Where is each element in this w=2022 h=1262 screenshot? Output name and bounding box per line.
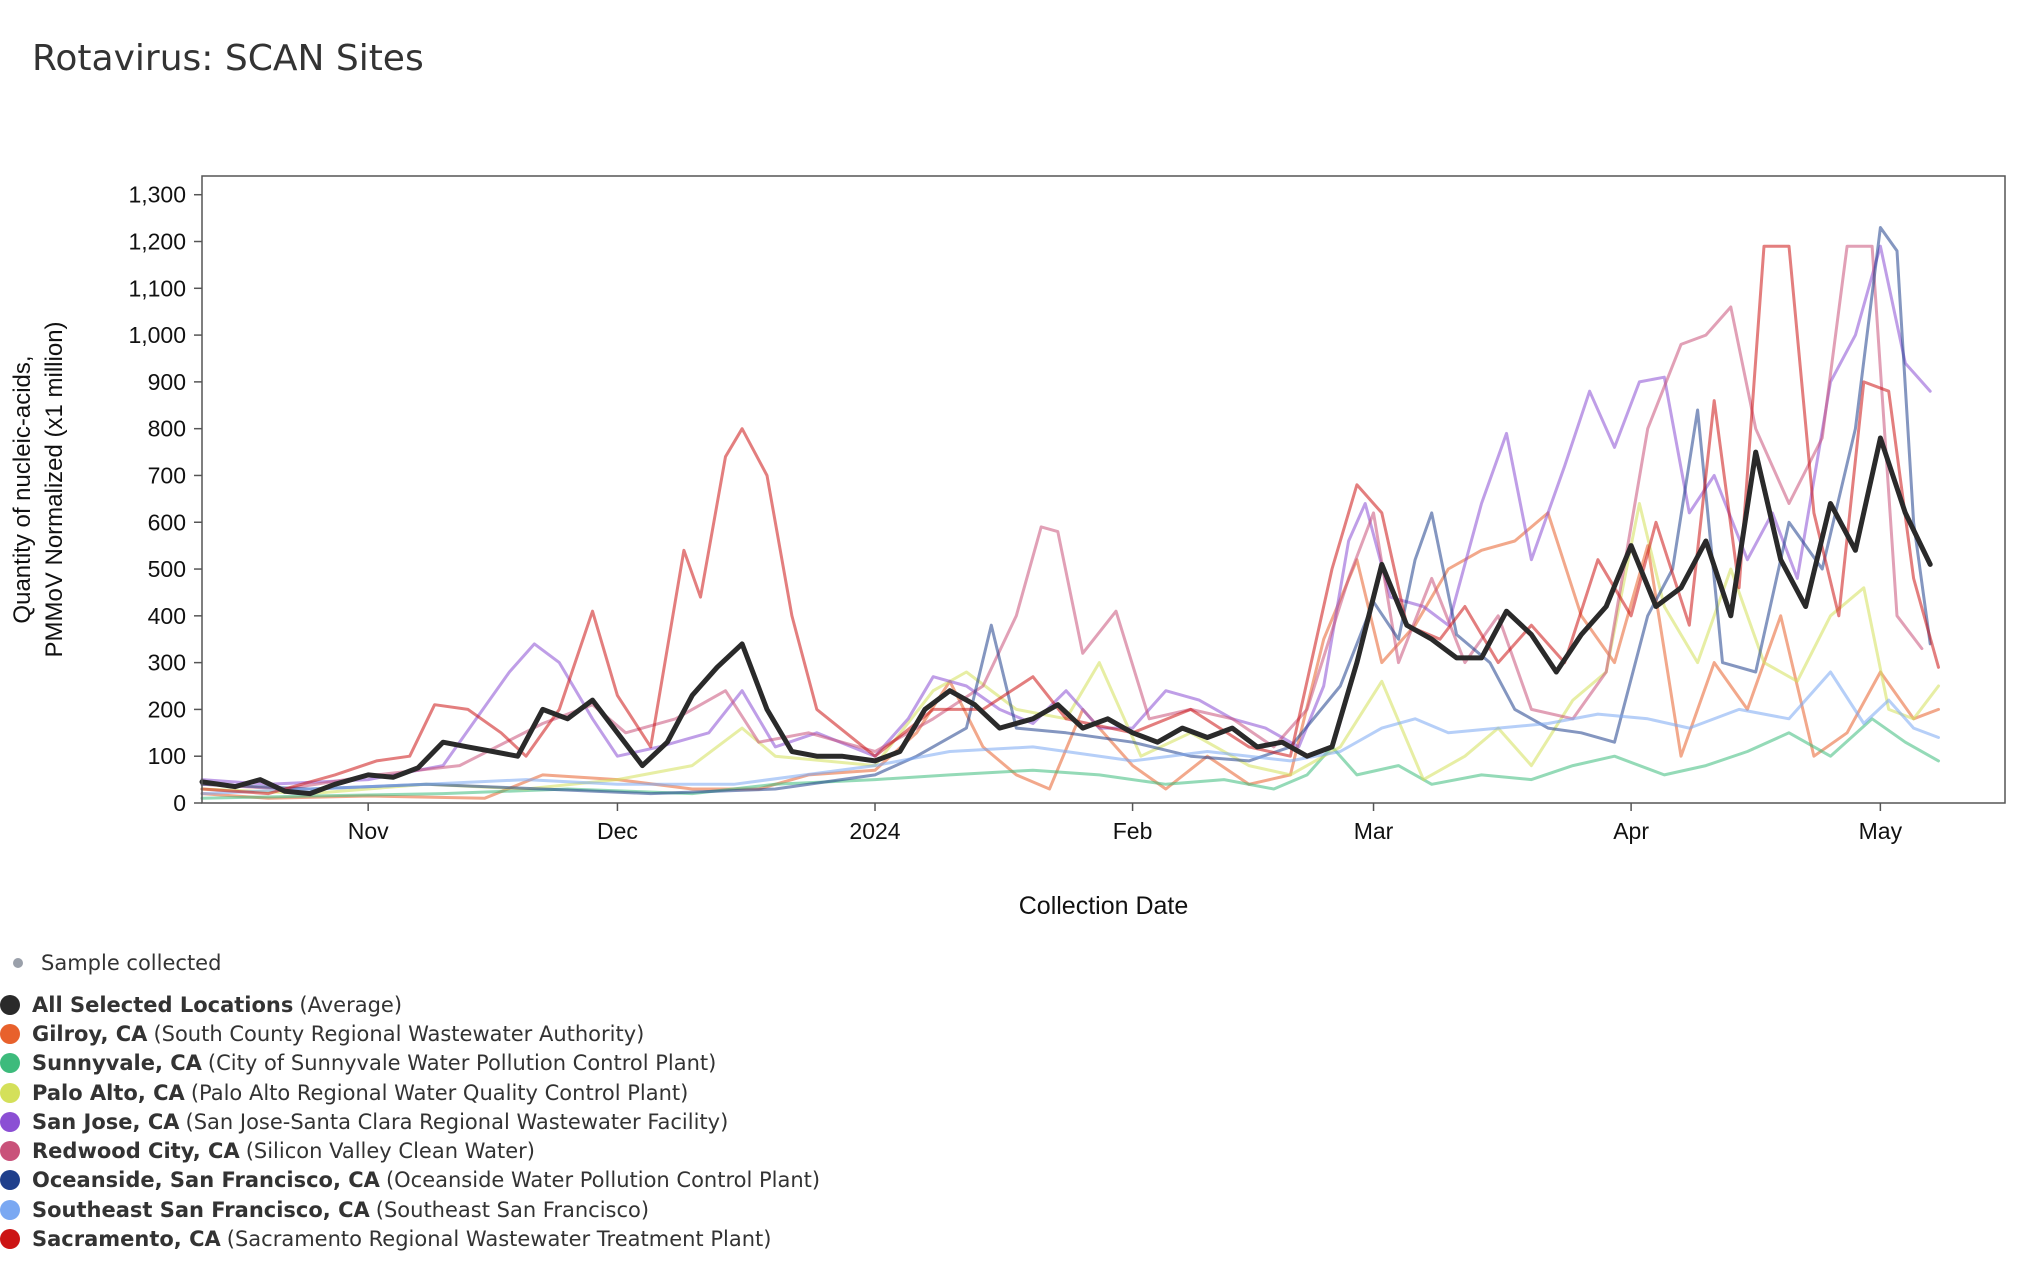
legend-color-swatch	[0, 994, 20, 1015]
legend-item-name: San Jose, CA	[32, 1109, 180, 1134]
legend-color-swatch	[0, 1199, 20, 1220]
legend-item-name: Gilroy, CA	[32, 1021, 148, 1046]
legend-item[interactable]: All Selected Locations (Average)	[0, 990, 820, 1019]
y-tick-label: 0	[173, 790, 186, 816]
y-tick-label: 300	[148, 650, 186, 676]
legend-item-name: Sacramento, CA	[32, 1227, 221, 1252]
x-tick-label: Apr	[1613, 818, 1649, 844]
y-tick-label: 700	[148, 462, 186, 488]
y-tick-label: 1,000	[128, 322, 186, 348]
legend-item-name: Oceanside, San Francisco, CA	[32, 1168, 380, 1193]
x-tick-label: 2024	[849, 818, 900, 844]
legend-color-swatch	[0, 1170, 20, 1191]
legend-item-description: (Average)	[299, 992, 403, 1017]
legend-item-description: (Southeast San Francisco)	[375, 1197, 650, 1222]
legend-item-description: (South County Regional Wastewater Author…	[153, 1021, 645, 1046]
legend-item-description: (City of Sunnyvale Water Pollution Contr…	[207, 1051, 717, 1076]
x-tick-label: Feb	[1113, 818, 1153, 844]
chart-title: Rotavirus: SCAN Sites	[32, 38, 424, 79]
legend-color-swatch	[0, 1082, 20, 1103]
legend-item-name: All Selected Locations	[32, 992, 294, 1017]
legend-item-description: (Silicon Valley Clean Water)	[245, 1139, 535, 1164]
legend-item[interactable]: San Jose, CA (San Jose-Santa Clara Region…	[0, 1107, 820, 1136]
series-line-san-jose-ca	[200, 244, 1932, 786]
legend-color-swatch	[0, 1141, 20, 1162]
legend-item-description: (Palo Alto Regional Water Quality Contro…	[190, 1080, 689, 1105]
line-chart: Quantity of nucleic-acids, PMMoV Normaliz…	[9, 175, 2006, 920]
series-line-oceanside-san-francisco-ca	[200, 226, 1932, 796]
x-axis-ticks: Nov Dec 2024 Feb Mar Apr May	[348, 803, 1903, 844]
series-line-gilroy-ca	[200, 511, 1940, 800]
legend: Sample collected All Selected Locations(…	[0, 948, 820, 1254]
y-tick-label: 800	[148, 416, 186, 442]
y-tick-label: 1,100	[128, 275, 186, 301]
legend-item[interactable]: Palo Alto, CA (Palo Alto Regional Water Q…	[0, 1078, 820, 1107]
legend-item[interactable]: Sacramento, CA (Sacramento Regional Waste…	[0, 1224, 820, 1253]
plot-frame	[201, 175, 2006, 804]
y-tick-label: 400	[148, 603, 186, 629]
series-line-all-selected-locations	[199, 435, 1933, 797]
legend-color-swatch	[0, 1053, 20, 1074]
legend-item-name: Palo Alto, CA	[32, 1080, 185, 1105]
legend-item-description: (Oceanside Water Pollution Control Plant…	[385, 1168, 821, 1193]
legend-item[interactable]: Southeast San Francisco, CA (Southeast Sa…	[0, 1195, 820, 1224]
x-tick-label: Mar	[1354, 818, 1394, 844]
y-tick-label: 100	[148, 743, 186, 769]
legend-item[interactable]: Oceanside, San Francisco, CA (Oceanside W…	[0, 1166, 820, 1195]
sample-collected-label: Sample collected	[41, 951, 222, 975]
series-line-sunnyvale-ca	[200, 717, 1940, 800]
y-axis-title: Quantity of nucleic-acids, PMMoV Normaliz…	[9, 321, 68, 657]
x-tick-label: May	[1859, 818, 1903, 844]
legend-color-swatch	[0, 1023, 20, 1044]
y-axis-title-line: PMMoV Normalized (x1 million)	[41, 321, 68, 657]
series-line-palo-alto-ca	[200, 502, 1940, 796]
legend-items: All Selected Locations (Average) Gilroy, C…	[0, 990, 820, 1254]
legend-color-swatch	[0, 1111, 20, 1132]
legend-item-name: Redwood City, CA	[32, 1139, 240, 1164]
legend-item[interactable]: Gilroy, CA (South County Regional Wastewa…	[0, 1019, 820, 1048]
legend-item[interactable]: Sunnyvale, CA (City of Sunnyvale Water Po…	[0, 1049, 820, 1078]
series-line-southeast-san-francisco-ca	[200, 670, 1940, 796]
x-tick-label: Nov	[348, 818, 389, 844]
legend-sample-collected: Sample collected	[0, 948, 820, 978]
x-tick-label: Dec	[597, 818, 638, 844]
y-tick-label: 500	[148, 556, 186, 582]
legend-item-name: Sunnyvale, CA	[32, 1051, 202, 1076]
y-tick-label: 200	[148, 696, 186, 722]
y-axis-ticks: 0 100 200 300 400 500 600 700 800 900 1,000 1,100 1,…	[128, 182, 202, 816]
legend-item-description: (San Jose-Santa Clara Regional Wastewate…	[185, 1109, 729, 1134]
x-axis-title: Collection Date	[1019, 892, 1189, 920]
y-tick-label: 600	[148, 509, 186, 535]
series-line-sacramento-ca	[200, 244, 1940, 796]
legend-item-name: Southeast San Francisco, CA	[32, 1197, 370, 1222]
legend-color-swatch	[0, 1229, 20, 1250]
legend-item[interactable]: Redwood City, CA (Silicon Valley Clean Wa…	[0, 1136, 820, 1165]
y-tick-label: 900	[148, 369, 186, 395]
y-axis-title-line: Quantity of nucleic-acids,	[9, 355, 36, 623]
y-tick-label: 1,300	[128, 182, 186, 208]
series-lines	[199, 226, 1940, 800]
y-tick-label: 1,200	[128, 229, 186, 255]
sample-dot-icon	[13, 958, 23, 968]
legend-item-description: (Sacramento Regional Wastewater Treatmen…	[226, 1227, 772, 1252]
